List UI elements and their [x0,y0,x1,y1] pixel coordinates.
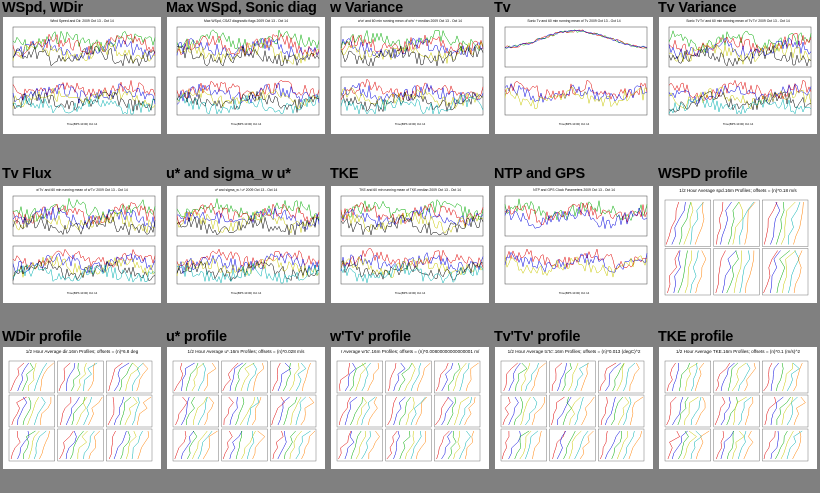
plot-thumbnail-wdir-profile[interactable]: 1/2 Hour Average dir.16m Profiles; offse… [3,347,161,469]
panel-title: TKE profile [658,329,734,345]
plot-subtitle: 1/2 Hour Average tc'tc'.16m Profiles; of… [508,349,641,354]
plot-thumbnail-tv-variance[interactable]: Sonic Tv'Tv' and 60 min running mean of … [659,17,817,134]
svg-text:Time(BPS 10:00) Oct 14: Time(BPS 10:00) Oct 14 [231,291,262,295]
panel-title: TKE [330,166,359,182]
svg-text:Time(BPS 10:00) Oct 14: Time(BPS 10:00) Oct 14 [723,122,754,126]
plot-thumbnail-ntp-and-gps[interactable]: NTP and GPS Clock Parameters 2009 Oct 13… [495,186,653,303]
plot-thumbnail-tv-tv-profile[interactable]: 1/2 Hour Average tc'tc'.16m Profiles; of… [495,347,653,469]
plot-subtitle: TKE and 60 min running mean of TKE media… [359,188,461,192]
panel-title: u* profile [166,329,227,345]
plot-subtitle: r Average w'tc'.16m Profiles; offsets = … [341,349,480,354]
panel-title: WDir profile [2,329,82,345]
plot-subtitle: 1/2 Hour Average dir.16m Profiles; offse… [26,349,139,354]
panel-ntp-and-gps: NTP and GPS NTP and GPS Clock Parameters … [492,166,654,330]
svg-text:Time(BPS 10:00) Oct 14: Time(BPS 10:00) Oct 14 [67,291,98,295]
plot-thumbnail-tke-profile[interactable]: 1/2 Hour Average TKE.16m Profiles; offse… [659,347,817,469]
plot-subtitle: 1/2 Hour Average spd.16m Profiles; offse… [679,188,797,193]
panel-wspd-wdir: WSpd, WDir Wind Speed and Dir. 2009 Oct 1… [0,0,162,164]
svg-text:Time(BPS 10:00) Oct 14: Time(BPS 10:00) Oct 14 [559,291,590,295]
panel-title: w'Tv' profile [330,329,411,345]
plot-thumbnail-wspd-profile[interactable]: 1/2 Hour Average spd.16m Profiles; offse… [659,186,817,303]
panel-title: Tv [494,0,511,16]
plot-subtitle: NTP and GPS Clock Parameters 2009 Oct 13… [533,188,615,192]
plot-thumbnail-w-variance[interactable]: w'w' and 60 min running mean of w'w' + m… [331,17,489,134]
panel-u-and-sigma-w-u: u* and sigma_w u* u* and sigma_w / u* 200… [164,166,326,330]
plot-thumbnail-w-tv-profile[interactable]: r Average w'tc'.16m Profiles; offsets = … [331,347,489,469]
plot-thumbnail-wspd-wdir[interactable]: Wind Speed and Dir. 2009 Oct 13 - Oct 14… [3,17,161,134]
svg-text:Time(BPS 10:00) Oct 14: Time(BPS 10:00) Oct 14 [231,122,262,126]
svg-text:Time(BPS 10:00) Oct 14: Time(BPS 10:00) Oct 14 [395,291,426,295]
plot-subtitle: Max WSpd, CSAT diagnostic flags 2009 Oct… [204,19,288,23]
panel-max-wspd-sonic-diag: Max WSpd, Sonic diag Max WSpd, CSAT diagn… [164,0,326,164]
panel-u-profile: u* profile 1/2 Hour Average u*.16m Profil… [164,329,326,493]
panel-tv-variance: Tv Variance Sonic Tv'Tv' and 60 min runni… [656,0,818,164]
panel-title: WSpd, WDir [2,0,83,16]
plot-subtitle: Sonic Tv and 60 min running mean of Tv 2… [527,19,620,23]
panel-title: w Variance [330,0,403,16]
panel-tv-tv-profile: Tv'Tv' profile 1/2 Hour Average tc'tc'.16… [492,329,654,493]
panel-title: Tv Variance [658,0,737,16]
panel-title: Max WSpd, Sonic diag [166,0,317,16]
panel-title: Tv'Tv' profile [494,329,581,345]
panel-tv: Tv Sonic Tv and 60 min running mean of Tv… [492,0,654,164]
plot-subtitle: 1/2 Hour Average u*.16m Profiles; offset… [188,349,306,354]
plot-subtitle: Wind Speed and Dir. 2009 Oct 13 - Oct 14 [50,19,114,23]
plot-subtitle: u* and sigma_w / u* 2009 Oct 13 - Oct 14 [215,188,278,192]
panel-w-variance: w Variance w'w' and 60 min running mean o… [328,0,490,164]
plot-thumbnail-u-and-sigma-w-u[interactable]: u* and sigma_w / u* 2009 Oct 13 - Oct 14… [167,186,325,303]
plot-subtitle: w'w' and 60 min running mean of w'w' + m… [358,19,462,23]
panel-wspd-profile: WSPD profile 1/2 Hour Average spd.16m Pro… [656,166,818,330]
plot-subtitle: 1/2 Hour Average TKE.16m Profiles; offse… [676,349,801,354]
svg-text:Time(BPS 10:00) Oct 14: Time(BPS 10:00) Oct 14 [559,122,590,126]
plot-thumbnail-max-wspd-sonic-diag[interactable]: Max WSpd, CSAT diagnostic flags 2009 Oct… [167,17,325,134]
plot-thumbnail-u-profile[interactable]: 1/2 Hour Average u*.16m Profiles; offset… [167,347,325,469]
panel-tke: TKE TKE and 60 min running mean of TKE me… [328,166,490,330]
panel-title: WSPD profile [658,166,748,182]
plot-subtitle: Sonic Tv'Tv' and 60 min running mean of … [686,19,790,23]
panel-tv-flux: Tv Flux w'Tv' and 60 min running mean of … [0,166,162,330]
plot-subtitle: w'Tv' and 60 min running mean of w'Tv' 2… [36,188,128,192]
plot-thumbnail-tv[interactable]: Sonic Tv and 60 min running mean of Tv 2… [495,17,653,134]
panel-w-tv-profile: w'Tv' profile r Average w'tc'.16m Profile… [328,329,490,493]
panel-title: NTP and GPS [494,166,585,182]
panel-title: u* and sigma_w u* [166,166,291,182]
panel-title: Tv Flux [2,166,52,182]
plot-thumbnail-tv-flux[interactable]: w'Tv' and 60 min running mean of w'Tv' 2… [3,186,161,303]
svg-text:Time(BPS 10:00) Oct 14: Time(BPS 10:00) Oct 14 [395,122,426,126]
plot-thumbnail-tke[interactable]: TKE and 60 min running mean of TKE media… [331,186,489,303]
svg-text:Time(BPS 10:00) Oct 14: Time(BPS 10:00) Oct 14 [67,122,98,126]
panel-wdir-profile: WDir profile 1/2 Hour Average dir.16m Pro… [0,329,162,493]
panel-tke-profile: TKE profile 1/2 Hour Average TKE.16m Prof… [656,329,818,493]
